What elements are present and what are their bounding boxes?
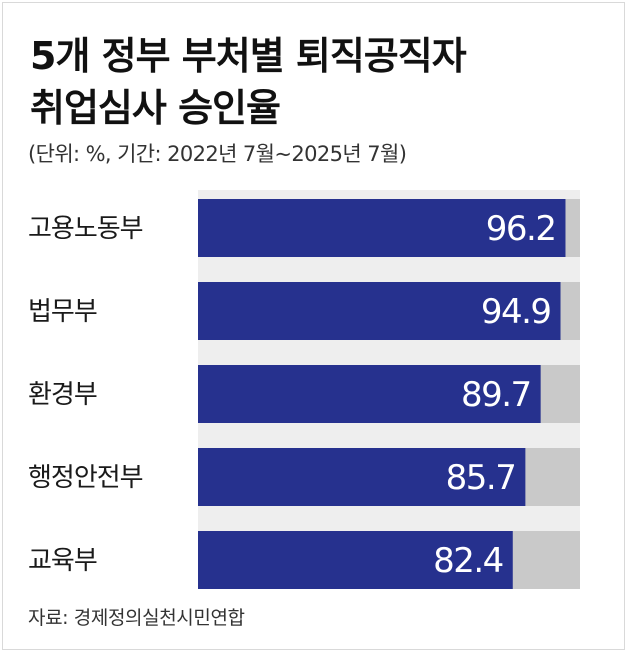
value-label: 82.4 bbox=[433, 541, 503, 581]
category-label: 환경부 bbox=[28, 380, 97, 410]
category-label: 고용노동부 bbox=[28, 214, 143, 244]
bar bbox=[198, 282, 561, 340]
chart-title-line-1: 5개 정부 부처별 퇴직공직자 bbox=[30, 34, 467, 78]
value-label: 85.7 bbox=[446, 458, 516, 498]
chart-subtitle: (단위: %, 기간: 2022년 7월∼2025년 7월) bbox=[28, 142, 407, 166]
bar bbox=[198, 531, 513, 589]
source-note: 자료: 경제정의실천시민연합 bbox=[28, 607, 245, 629]
bar bbox=[198, 199, 566, 257]
value-label: 96.2 bbox=[486, 209, 556, 249]
value-label: 89.7 bbox=[461, 375, 531, 415]
category-label: 교육부 bbox=[28, 546, 97, 576]
chart-title-line-2: 취업심사 승인율 bbox=[30, 86, 281, 130]
category-label: 행정안전부 bbox=[28, 463, 143, 493]
bar bbox=[198, 448, 526, 506]
bar bbox=[198, 365, 541, 423]
chart-title: 5개 정부 부처별 퇴직공직자 취업심사 승인율 bbox=[30, 30, 600, 134]
value-label: 94.9 bbox=[481, 292, 551, 332]
category-label: 법무부 bbox=[28, 297, 97, 327]
